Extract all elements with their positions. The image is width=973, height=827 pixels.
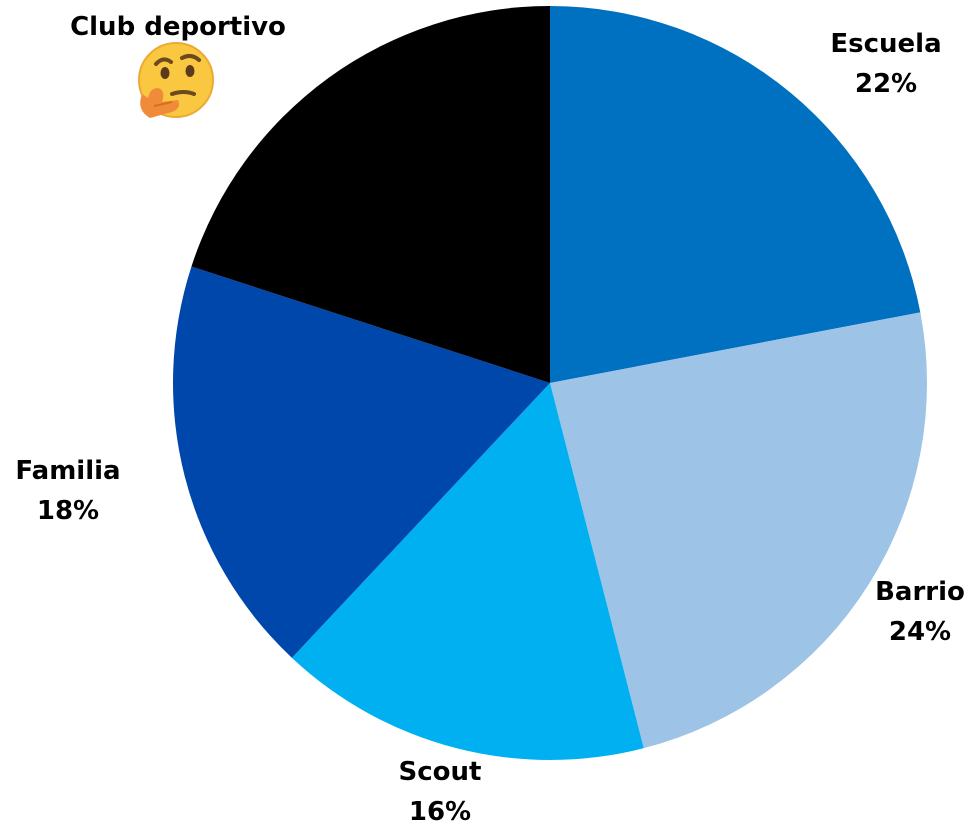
pie-slice-barrio (550, 312, 927, 749)
pie-slice-club-deportivo (191, 6, 550, 383)
slice-value-barrio: 24% (889, 617, 951, 647)
slice-label-club-deportivo: Club deportivo (70, 12, 286, 42)
slice-value-familia: 18% (37, 496, 99, 526)
slice-value-scout: 16% (409, 797, 471, 823)
pie-slice-familia (172, 266, 551, 658)
slice-label-barrio: Barrio (875, 577, 965, 607)
pie-slices (172, 6, 927, 761)
pie-labels: Escuela 22% Barrio 24% Scout 16% Familia 18% Clu… (15, 12, 965, 827)
slice-label-escuela: Escuela (830, 29, 941, 59)
slice-label-scout: Scout (399, 757, 482, 787)
pie-slice-escuela (550, 6, 921, 383)
slice-value-escuela: 22% (855, 69, 917, 99)
slice-label-familia: Familia (15, 456, 120, 486)
pie-slice-scout (291, 383, 644, 761)
thinking-face-icon (138, 42, 214, 118)
